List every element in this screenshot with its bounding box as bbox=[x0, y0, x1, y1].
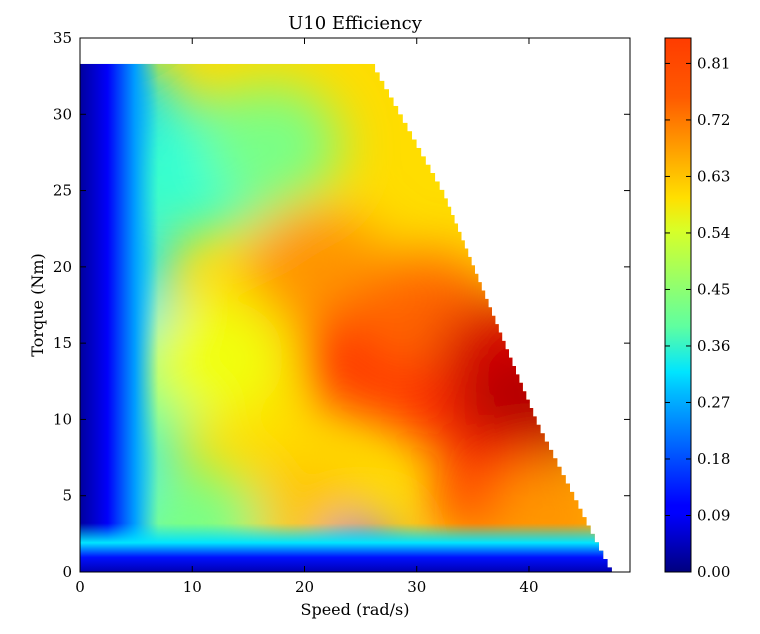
y-tick-label: 5 bbox=[62, 487, 72, 505]
x-axis: 0 10 20 30 40 bbox=[75, 38, 539, 596]
efficiency-region-5 bbox=[245, 206, 386, 327]
colorbar-tick-label: 0.36 bbox=[697, 337, 730, 355]
colorbar-tick-label: 0.09 bbox=[697, 506, 730, 524]
y-axis: 0 5 10 15 20 25 30 35 bbox=[53, 29, 630, 581]
x-tick-label: 30 bbox=[407, 578, 426, 596]
y-axis-title: Torque (Nm) bbox=[28, 253, 47, 356]
colorbar-tick-label: 0.45 bbox=[697, 280, 730, 298]
colorbar-tick-label: 0.81 bbox=[697, 54, 730, 72]
y-tick-label: 15 bbox=[53, 334, 72, 352]
colorbar-tick-label: 0.00 bbox=[697, 563, 730, 581]
efficiency-region-4 bbox=[144, 298, 285, 419]
y-tick-label: 10 bbox=[53, 410, 72, 428]
colorbar-tick-label: 0.63 bbox=[697, 167, 730, 185]
x-axis-title: Speed (rad/s) bbox=[301, 600, 410, 619]
chart-title: U10 Efficiency bbox=[288, 13, 423, 34]
x-tick-label: 40 bbox=[519, 578, 538, 596]
colorbar-tick-label: 0.18 bbox=[697, 450, 730, 468]
colorbar-tick-label: 0.72 bbox=[697, 111, 730, 129]
y-tick-label: 30 bbox=[53, 105, 72, 123]
low-torque-band bbox=[80, 523, 615, 572]
y-tick-label: 20 bbox=[53, 258, 72, 276]
x-tick-label: 0 bbox=[75, 578, 85, 596]
colorbar-tick-label: 0.27 bbox=[697, 393, 730, 411]
colorbar bbox=[664, 37, 692, 573]
x-tick-label: 10 bbox=[183, 578, 202, 596]
low-speed-band bbox=[80, 63, 159, 572]
y-tick-label: 0 bbox=[62, 563, 72, 581]
plot-frame bbox=[79, 37, 631, 573]
y-tick-label: 25 bbox=[53, 182, 72, 200]
colorbar-ticks: 0.00 0.09 0.18 0.27 0.36 0.45 0.54 0.63 0.72 0.81 bbox=[665, 54, 730, 581]
colorbar-tick-label: 0.54 bbox=[697, 224, 730, 242]
efficiency-region-2 bbox=[200, 84, 341, 205]
x-tick-label: 20 bbox=[295, 578, 314, 596]
y-tick-label: 35 bbox=[53, 29, 72, 47]
heat-surface bbox=[80, 63, 615, 572]
